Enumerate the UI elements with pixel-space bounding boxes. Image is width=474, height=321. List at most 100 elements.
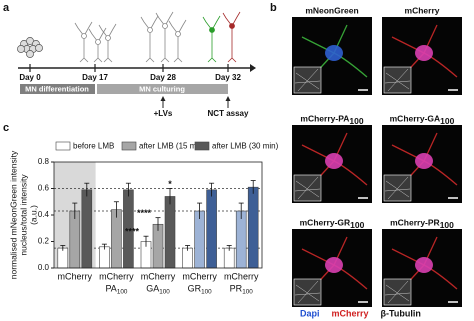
y-tick-label: 0.0 <box>38 263 50 272</box>
y-axis-label: normalised mNeonGreen intensity <box>8 150 18 279</box>
phase-label: MN differentiation <box>25 84 89 93</box>
x-tick-sublabel: PR <box>230 283 243 293</box>
neuron <box>88 27 107 63</box>
neuron <box>98 23 117 63</box>
x-tick-sublabel-sub: 100 <box>117 288 128 295</box>
bar <box>182 247 193 269</box>
bar <box>223 247 235 269</box>
cell <box>17 45 25 53</box>
day-label: Day 28 <box>150 73 176 82</box>
x-tick-sublabel-sub: 100 <box>159 288 170 295</box>
image-title: mCherry-GR <box>300 217 351 227</box>
x-tick-sublabel: GR <box>188 283 202 293</box>
significance: * <box>168 179 172 189</box>
x-tick-label: mCherry <box>58 271 93 281</box>
neuron-process <box>222 11 241 63</box>
image-title: mCherry <box>405 5 440 15</box>
legend-swatch <box>121 141 137 151</box>
x-tick-label: mCherry <box>224 271 259 281</box>
image-title: mNeonGreen <box>305 5 358 15</box>
neuron <box>140 15 159 63</box>
bar <box>164 196 176 269</box>
inset-tubulin <box>384 280 411 304</box>
micrograph-cell <box>415 153 433 169</box>
inset <box>293 66 322 94</box>
neuron <box>74 21 93 63</box>
bar <box>235 210 247 269</box>
significance: **** <box>125 227 140 237</box>
image-title: mCherry-GA <box>390 113 441 123</box>
inset-tubulin <box>294 280 321 304</box>
y-tick-label: 0.4 <box>38 210 50 219</box>
neuron-process <box>202 15 221 63</box>
neuron <box>168 19 187 63</box>
panel-label: c <box>3 122 9 134</box>
y-tick-label: 0.2 <box>38 237 50 246</box>
event-arrowhead <box>160 96 166 101</box>
event-arrowhead <box>225 96 231 101</box>
micrograph-cell <box>415 257 433 273</box>
day-label: Day 0 <box>19 73 41 82</box>
neuron <box>222 11 241 63</box>
legend-label: before LMB <box>73 142 114 151</box>
bar <box>57 247 69 269</box>
image-title-sub: 100 <box>350 220 364 230</box>
phase-bar <box>20 84 95 94</box>
x-tick-sublabel-sub: 100 <box>201 288 212 295</box>
inset-tubulin <box>294 68 321 92</box>
significance: **** <box>137 208 152 218</box>
neuron <box>155 11 174 63</box>
legend-text: mCherry <box>332 308 369 318</box>
neuron <box>202 15 221 63</box>
neuron-process <box>168 19 187 63</box>
bar <box>194 210 205 269</box>
micrograph-cell <box>325 257 343 273</box>
legend-text: Dapi <box>300 308 320 318</box>
plot-frame <box>53 161 263 269</box>
timeline-arrow <box>250 64 256 72</box>
x-tick-sublabel: GA <box>146 283 159 293</box>
legend-swatch <box>55 141 71 151</box>
legend-label: after LMB (15 min) <box>139 142 206 151</box>
x-tick-label: mCherry <box>141 271 176 281</box>
bar <box>99 246 110 269</box>
inset-tubulin <box>294 176 321 200</box>
y-axis-label: (a.u.) <box>28 205 38 225</box>
legend-swatch <box>194 141 210 151</box>
day-label: Day 32 <box>215 73 241 82</box>
neuron-soma <box>209 27 215 33</box>
y-axis-label: nucleus/total intensity <box>18 174 28 256</box>
x-tick-sublabel: PA <box>105 283 116 293</box>
day-label: Day 17 <box>82 73 108 82</box>
neuron-process <box>98 23 117 63</box>
legend-label: after LMB (30 min) <box>212 142 279 151</box>
inset <box>383 278 412 306</box>
event-label: NCT assay <box>208 109 249 118</box>
image-title: mCherry-PA <box>300 113 349 123</box>
inset-tubulin <box>384 176 411 200</box>
image-title-sub: 100 <box>349 116 363 126</box>
phase-label: MN culturing <box>139 84 185 93</box>
micrograph-cell <box>325 153 343 169</box>
image-title: mCherry-PR <box>390 217 440 227</box>
cell <box>26 50 34 58</box>
inset <box>383 174 412 202</box>
neuron-process <box>155 11 174 63</box>
inset <box>293 278 322 306</box>
neuron-soma <box>147 27 153 33</box>
micrograph-cell <box>415 45 433 61</box>
neuron-process <box>74 21 93 63</box>
legend-text: β-Tubulin <box>381 308 421 318</box>
neuron-process <box>88 27 107 63</box>
neuron-soma <box>95 39 101 45</box>
micrograph-cell <box>325 45 343 61</box>
y-tick-label: 0.8 <box>38 157 50 166</box>
image-title-sub: 100 <box>440 116 454 126</box>
bar <box>81 189 93 269</box>
event-label: +LVs <box>154 109 173 118</box>
panel-label: a <box>3 2 10 14</box>
bar <box>206 189 217 269</box>
x-tick-label: mCherry <box>182 271 217 281</box>
